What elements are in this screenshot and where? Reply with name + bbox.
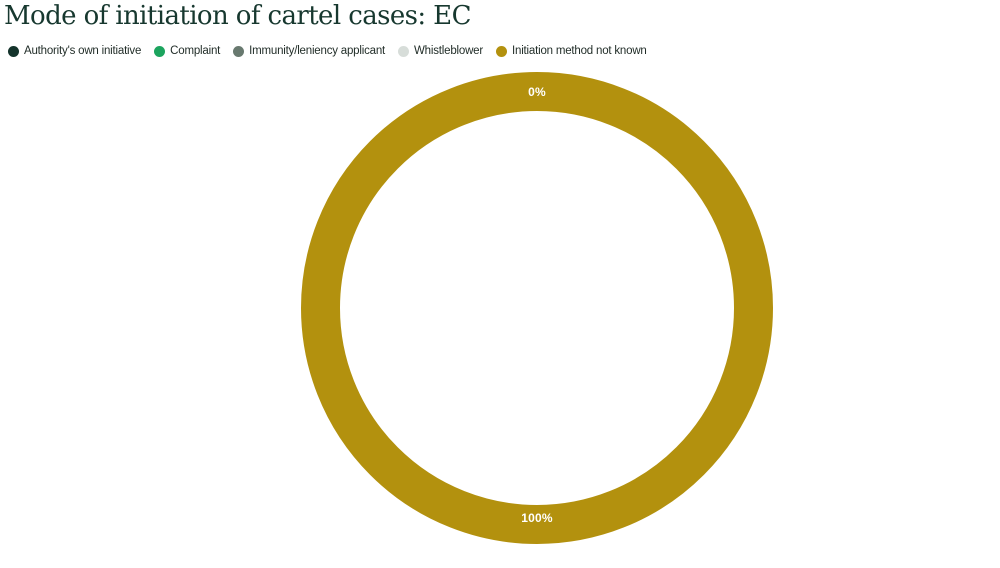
donut-chart-svg: 0% 100% [301, 72, 773, 544]
donut-chart: 0% 100% [297, 68, 777, 548]
slice-start-label: 0% [528, 85, 546, 99]
legend-swatch-icon [8, 45, 19, 57]
legend-swatch-icon [398, 45, 410, 57]
legend-item-label: Whistleblower [414, 45, 484, 57]
chart-title: Mode of initiation of cartel cases: EC [4, 1, 471, 31]
legend-item-label: Complaint [170, 45, 221, 57]
legend-swatch-icon [233, 45, 245, 57]
legend-item-label: Immunity/leniency applicant [249, 45, 386, 57]
legend-swatch-icon [496, 45, 508, 57]
legend-item-label: Initiation method not known [512, 45, 647, 57]
donut-slice-initiation-method-not-known[interactable] [301, 72, 773, 544]
slice-end-label: 100% [521, 511, 553, 525]
chart-legend: Authority's own initiative Complaint Imm… [8, 45, 647, 57]
legend-swatch-icon [154, 45, 166, 57]
legend-item-authoritys-own-initiative[interactable]: Authority's own initiative [8, 45, 141, 57]
legend-item-whistleblower[interactable]: Whistleblower [398, 45, 483, 57]
legend-item-complaint[interactable]: Complaint [154, 45, 220, 57]
legend-item-immunity-leniency-applicant[interactable]: Immunity/leniency applicant [233, 45, 385, 57]
legend-item-initiation-method-not-known[interactable]: Initiation method not known [496, 45, 647, 57]
legend-item-label: Authority's own initiative [24, 45, 142, 57]
